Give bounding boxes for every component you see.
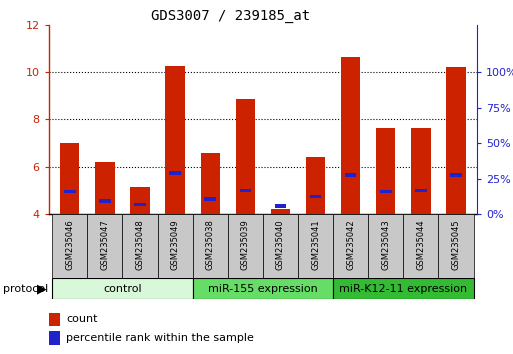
Bar — [310, 195, 321, 198]
Bar — [235, 99, 255, 214]
Bar — [99, 199, 111, 203]
Text: GSM235045: GSM235045 — [451, 219, 461, 270]
Bar — [87, 214, 123, 278]
Text: GSM235046: GSM235046 — [65, 219, 74, 270]
Text: percentile rank within the sample: percentile rank within the sample — [66, 333, 254, 343]
Text: GSM235039: GSM235039 — [241, 219, 250, 270]
Text: GSM235043: GSM235043 — [381, 219, 390, 270]
Bar — [64, 190, 75, 193]
Text: miR-K12-11 expression: miR-K12-11 expression — [339, 284, 467, 293]
Text: GSM235042: GSM235042 — [346, 219, 355, 270]
Text: protocol: protocol — [3, 284, 48, 294]
Text: GSM235040: GSM235040 — [276, 219, 285, 270]
Bar — [380, 190, 391, 193]
Bar — [341, 57, 360, 214]
Bar — [446, 67, 466, 214]
Bar — [368, 214, 403, 278]
Bar — [240, 189, 251, 192]
Bar — [345, 173, 357, 177]
Bar — [123, 214, 157, 278]
Bar — [333, 214, 368, 278]
Bar — [95, 162, 114, 214]
Text: GSM235044: GSM235044 — [417, 219, 425, 270]
Bar — [263, 214, 298, 278]
Bar — [306, 157, 325, 214]
Text: GDS3007 / 239185_at: GDS3007 / 239185_at — [151, 9, 310, 23]
Text: GSM235038: GSM235038 — [206, 219, 215, 270]
Bar — [205, 197, 216, 201]
Text: miR-155 expression: miR-155 expression — [208, 284, 318, 293]
Bar — [134, 203, 146, 206]
Bar — [193, 278, 333, 299]
Bar — [271, 210, 290, 214]
Bar — [333, 278, 473, 299]
Bar — [193, 214, 228, 278]
Text: GSM235048: GSM235048 — [135, 219, 145, 270]
Text: count: count — [66, 314, 97, 324]
Text: GSM235049: GSM235049 — [171, 219, 180, 270]
Bar — [130, 187, 150, 214]
Bar — [52, 278, 193, 299]
Bar — [450, 173, 462, 177]
Bar — [439, 214, 473, 278]
Text: GSM235041: GSM235041 — [311, 219, 320, 270]
Bar — [403, 214, 439, 278]
Text: control: control — [103, 284, 142, 293]
Bar — [298, 214, 333, 278]
Text: ▶: ▶ — [37, 283, 47, 296]
Bar — [166, 66, 185, 214]
Bar — [157, 214, 193, 278]
Bar — [274, 204, 286, 208]
Bar — [169, 171, 181, 175]
Bar — [60, 143, 80, 214]
Bar — [201, 153, 220, 214]
Bar — [411, 128, 430, 214]
Text: GSM235047: GSM235047 — [101, 219, 109, 270]
Bar — [376, 128, 396, 214]
Bar — [52, 214, 87, 278]
Bar — [415, 189, 427, 192]
Bar — [228, 214, 263, 278]
